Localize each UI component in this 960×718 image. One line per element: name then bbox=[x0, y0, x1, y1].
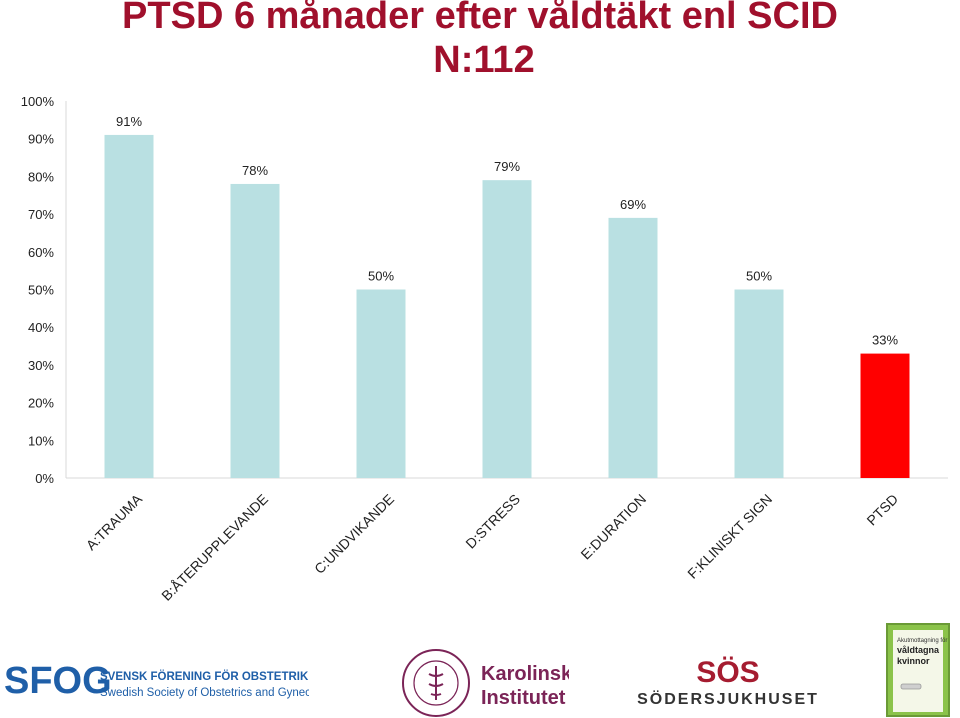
y-tick-label: 0% bbox=[35, 471, 54, 486]
x-tick-label: B:ÅTERUPPLEVANDE bbox=[158, 491, 271, 604]
ki-staff-icon bbox=[428, 666, 444, 700]
akut-line-1: Akutmottagning för bbox=[897, 638, 947, 644]
sfog-logo: SFOG SVENSK FÖRENING FÖR OBSTETRIK & GYN… bbox=[4, 660, 309, 702]
x-tick-label: A:TRAUMA bbox=[83, 490, 146, 553]
x-tick-label: E:DURATION bbox=[577, 491, 649, 563]
sodersjukhuset-logo: SÖS SÖDERSJUKHUSET bbox=[637, 656, 819, 708]
akut-line-3: kvinnor bbox=[897, 656, 930, 666]
bar bbox=[104, 134, 154, 478]
y-tick-label: 40% bbox=[28, 320, 54, 335]
sos-name: SÖDERSJUKHUSET bbox=[637, 689, 819, 708]
x-tick-label: F:KLINISKT SIGN bbox=[684, 491, 775, 582]
x-tick-label: D:STRESS bbox=[462, 491, 523, 552]
data-label: 78% bbox=[242, 163, 268, 178]
title-line-1: PTSD 6 månader efter våldtäkt enl SCID bbox=[122, 0, 838, 37]
bar bbox=[860, 353, 910, 478]
akutmottagning-logo: Akutmottagning för våldtagna kvinnor bbox=[886, 623, 950, 717]
x-tick-label: C:UNDVIKANDE bbox=[311, 491, 397, 577]
y-tick-label: 30% bbox=[28, 358, 54, 373]
y-tick-label: 10% bbox=[28, 433, 54, 448]
sfog-mark: SFOG bbox=[4, 660, 112, 702]
y-tick-label: 50% bbox=[28, 283, 54, 298]
akut-line-2: våldtagna bbox=[897, 645, 940, 655]
data-label: 69% bbox=[620, 197, 646, 212]
bar bbox=[482, 180, 532, 479]
karolinska-logo: Karolinska Institutet bbox=[402, 649, 569, 717]
bar bbox=[230, 183, 280, 478]
bar bbox=[608, 217, 658, 478]
bar bbox=[734, 289, 784, 478]
y-tick-label: 80% bbox=[28, 169, 54, 184]
door-panel-icon bbox=[893, 630, 943, 712]
sos-mark: SÖS bbox=[696, 656, 759, 689]
y-tick-label: 60% bbox=[28, 245, 54, 260]
bar bbox=[356, 289, 406, 478]
chart-title: PTSD 6 månader efter våldtäkt enl SCID N… bbox=[0, 0, 960, 82]
sfog-line-2: Swedish Society of Obstetrics and Gyneco… bbox=[100, 687, 309, 699]
ki-line-1: Karolinska bbox=[481, 663, 569, 685]
x-tick-label: PTSD bbox=[863, 491, 901, 529]
data-label: 50% bbox=[368, 269, 394, 284]
data-label: 33% bbox=[872, 333, 898, 348]
sfog-line-1: SVENSK FÖRENING FÖR OBSTETRIK & GYNEKOLO… bbox=[100, 670, 309, 683]
data-label: 79% bbox=[494, 159, 520, 174]
y-tick-label: 20% bbox=[28, 396, 54, 411]
y-tick-label: 70% bbox=[28, 207, 54, 222]
bar-chart: 0% 10% 20% 30% 40% 50% 60% 70% 80% 90% 100% 91% A:TR… bbox=[21, 94, 948, 604]
ki-seal-inner-icon bbox=[413, 660, 459, 706]
data-label: 50% bbox=[746, 269, 772, 284]
y-tick-label: 90% bbox=[28, 132, 54, 147]
y-tick-label: 100% bbox=[21, 94, 55, 109]
title-line-2: N:112 bbox=[433, 39, 535, 81]
ki-line-2: Institutet bbox=[481, 687, 566, 709]
data-label: 91% bbox=[116, 114, 142, 129]
door-handle-icon bbox=[900, 683, 922, 690]
